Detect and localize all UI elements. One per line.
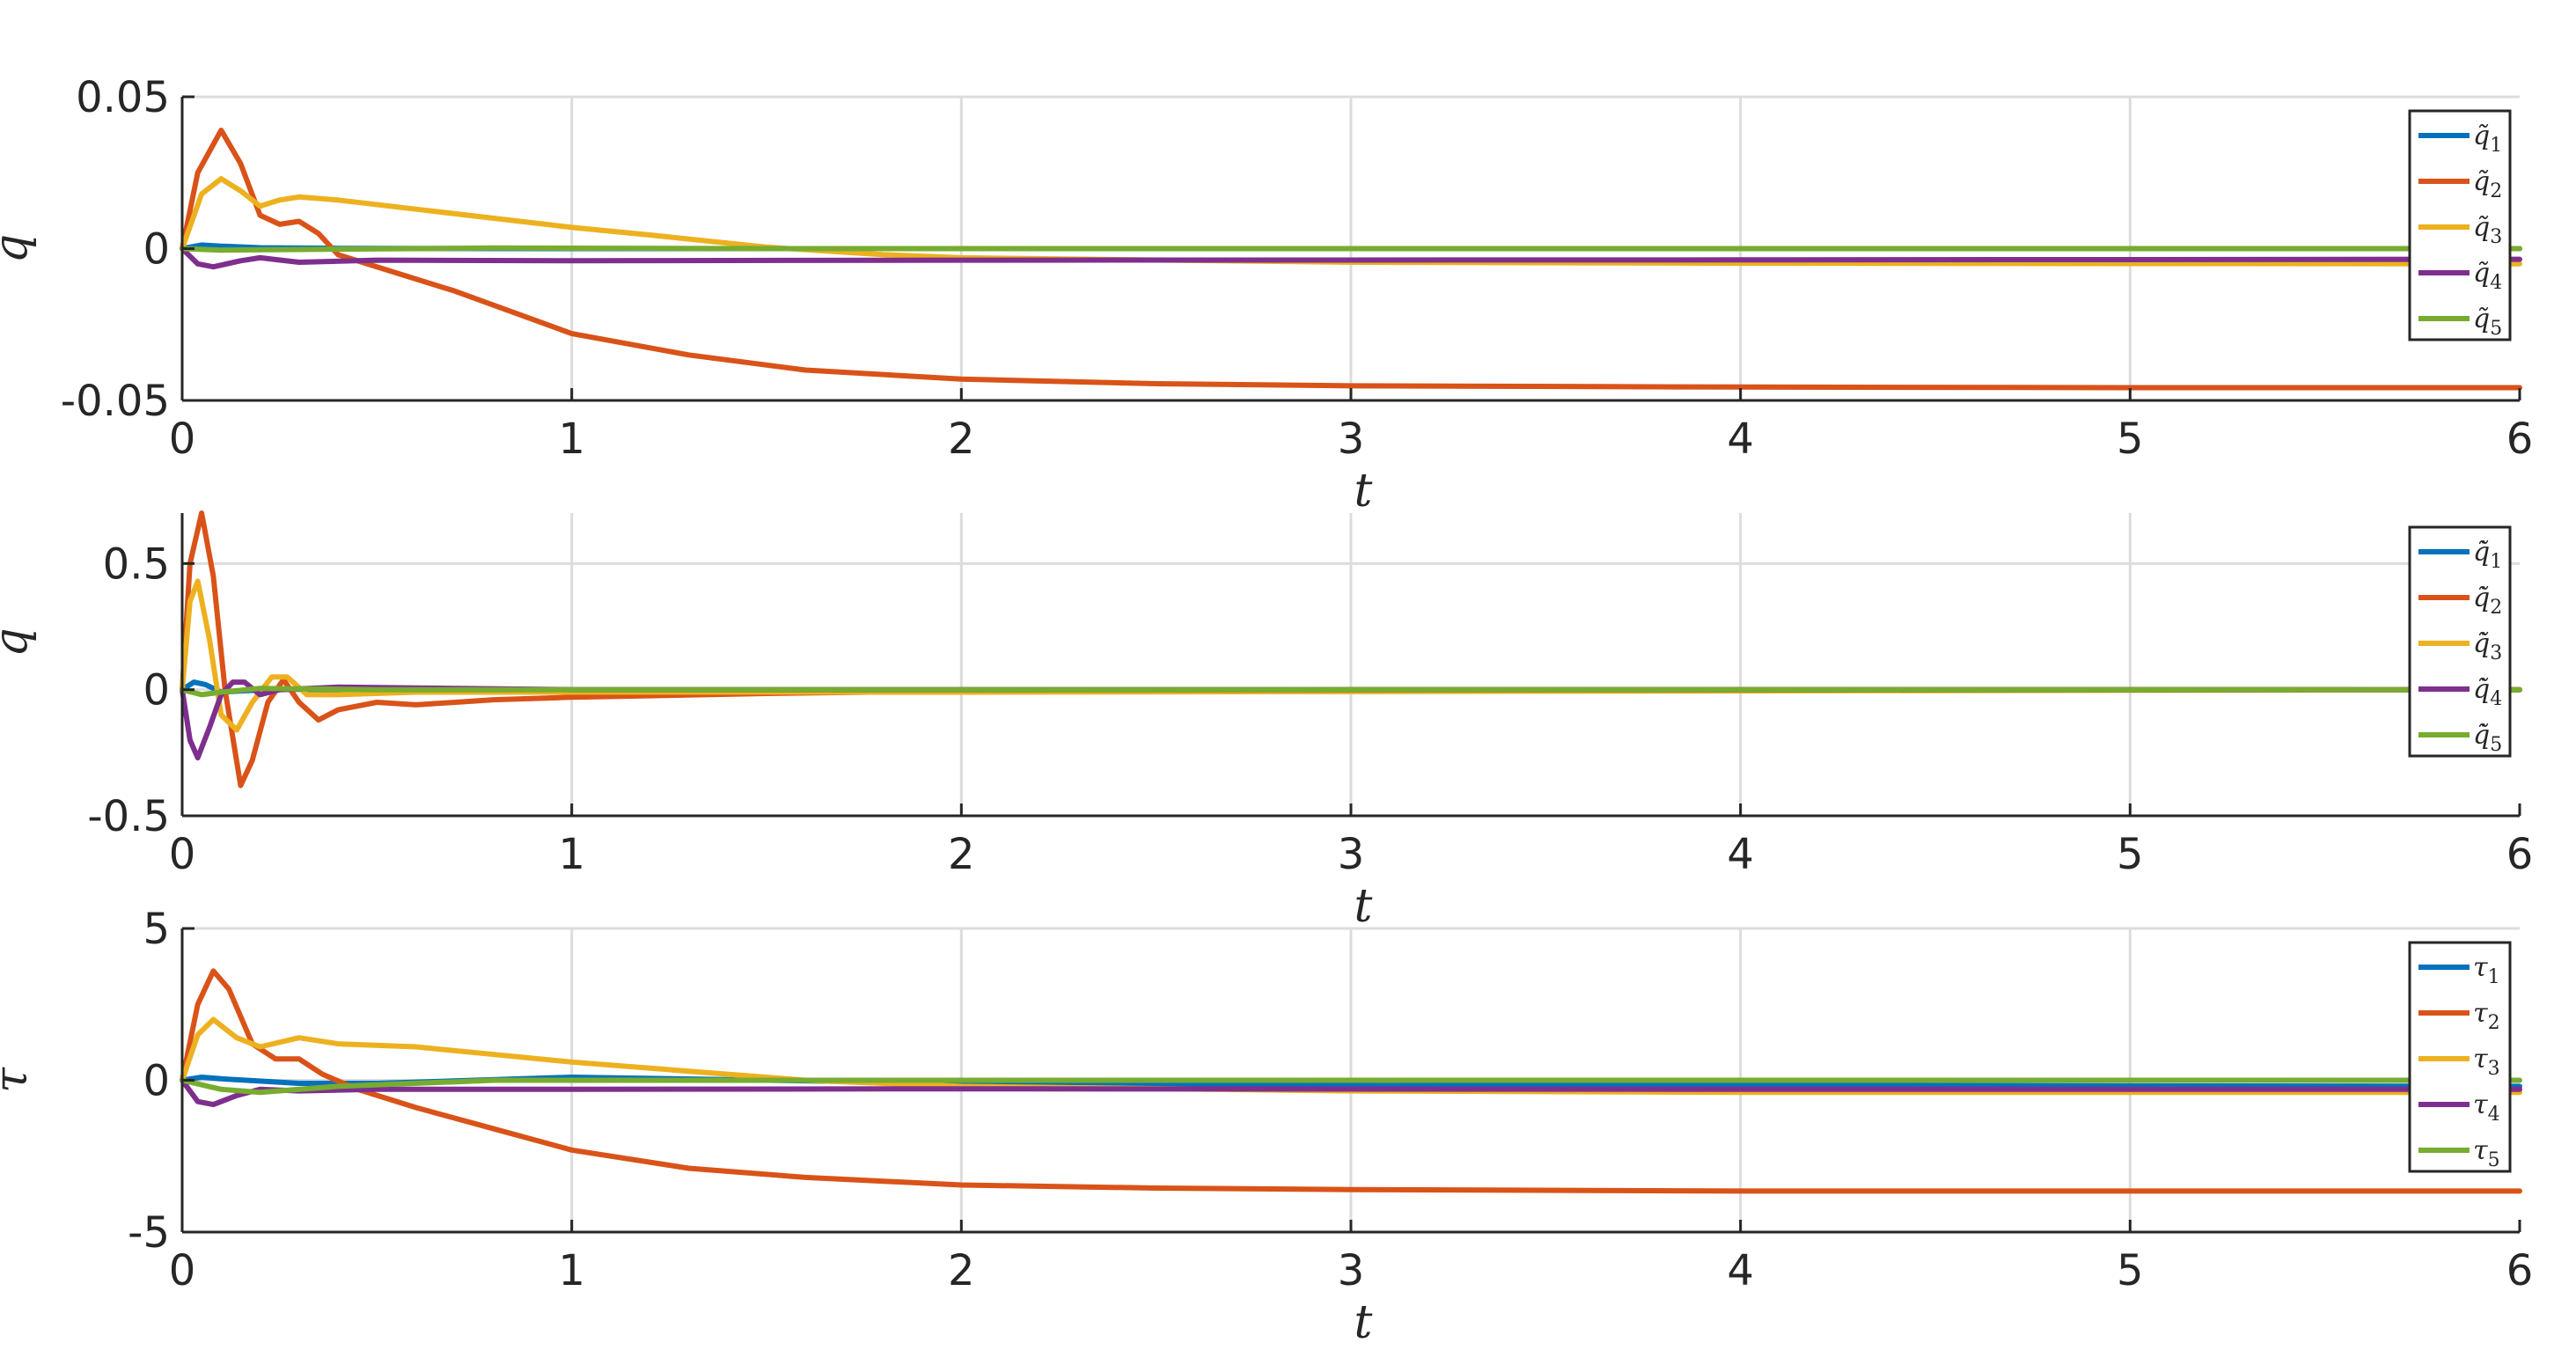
legend-label: q̃2 [2473, 166, 2502, 202]
x-tick-label: 4 [1727, 830, 1754, 879]
legend-label: q̃̇1 [2473, 537, 2502, 573]
y-tick-label: -0.5 [87, 792, 170, 841]
legend: q̃1 q̃2 q̃3 q̃4 q̃5 [2408, 109, 2512, 341]
x-tick-label: 2 [948, 1246, 975, 1295]
legend-label: τ3 [2473, 1044, 2500, 1080]
y-tick-label: 0 [143, 225, 170, 275]
x-tick-label: 0 [169, 415, 196, 464]
legend-label: q̃4 [2473, 258, 2502, 294]
x-tick-label: 0 [169, 830, 196, 879]
series-line-5 [180, 1077, 2522, 1096]
y-tick-label: 5 [143, 905, 170, 954]
series-line-2 [180, 128, 2522, 391]
legend-label: q̃1 [2473, 121, 2502, 157]
legend-label: τ2 [2473, 998, 2500, 1034]
legend-label: q̃̇5 [2473, 720, 2502, 756]
x-tick-label: 4 [1727, 1246, 1754, 1295]
y-tick-label: 0 [143, 1057, 170, 1106]
x-tick-label: 6 [2506, 1246, 2534, 1295]
x-tick-label: 1 [558, 830, 585, 879]
series-line-5 [180, 245, 2522, 253]
legend-label: q̃̇3 [2473, 628, 2502, 664]
x-tick-label: 3 [1338, 830, 1365, 879]
x-tick-label: 6 [2506, 415, 2534, 464]
x-tick-label: 2 [948, 830, 975, 879]
series-line-2 [180, 968, 2522, 1194]
y-axis-label: τ [0, 1067, 38, 1093]
series-line-4 [180, 246, 2522, 270]
y-axis-label: q̃̇ [0, 627, 38, 657]
legend-label: q̃̇4 [2473, 674, 2502, 710]
x-tick-label: 5 [2117, 415, 2144, 464]
legend-label: τ1 [2473, 952, 2500, 988]
y-tick-label: 0.5 [103, 539, 170, 589]
series-line-5 [180, 686, 2522, 698]
x-tick-label: 4 [1727, 415, 1754, 464]
legend-label: q̃3 [2473, 212, 2502, 248]
legend-label: q̃̇2 [2473, 583, 2502, 619]
x-tick-label: 2 [948, 415, 975, 464]
x-tick-label: 6 [2506, 830, 2534, 879]
x-axis-label: t [1354, 465, 1373, 517]
legend-label: τ4 [2473, 1090, 2500, 1126]
x-tick-label: 1 [558, 415, 585, 464]
legend-label: τ5 [2473, 1135, 2500, 1171]
x-tick-label: 5 [2117, 830, 2144, 879]
x-tick-label: 5 [2117, 1246, 2144, 1295]
x-axis-label: t [1354, 880, 1373, 933]
x-tick-label: 1 [558, 1246, 585, 1295]
y-tick-label: 0 [143, 666, 170, 715]
x-tick-label: 3 [1338, 415, 1365, 464]
y-tick-label: -0.05 [61, 377, 170, 426]
y-axis-label: q [0, 234, 38, 263]
x-tick-label: 0 [169, 1246, 196, 1295]
legend-label: q̃5 [2473, 304, 2502, 340]
legend: τ1 τ2 τ3 τ4 τ5 [2408, 941, 2512, 1173]
x-axis-label: t [1354, 1296, 1373, 1349]
x-tick-label: 3 [1338, 1246, 1365, 1295]
y-tick-label: -5 [128, 1208, 170, 1258]
y-tick-label: 0.05 [76, 73, 170, 122]
legend: q̃̇1 q̃̇2 q̃̇3 q̃̇4 q̃̇5 [2408, 525, 2512, 758]
